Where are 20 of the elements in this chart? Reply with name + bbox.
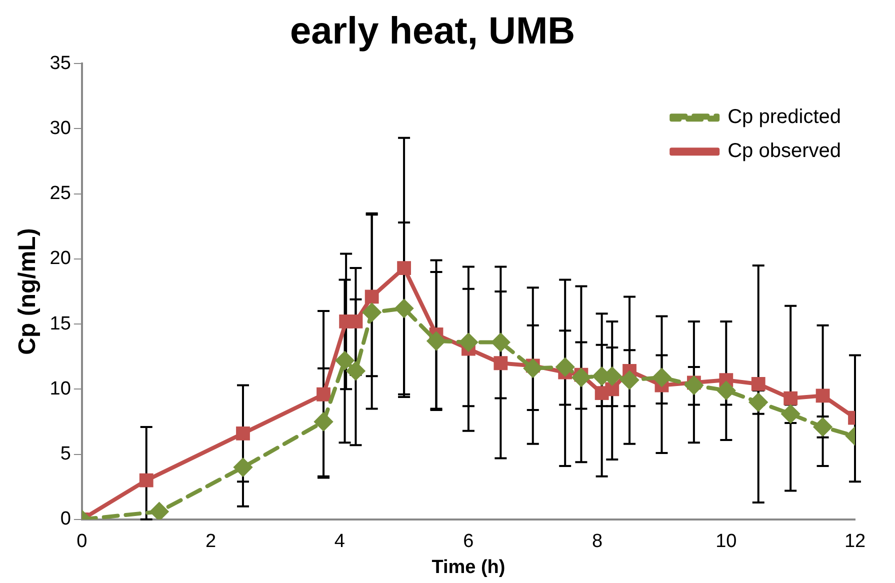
y-tick-label: 20 xyxy=(50,248,71,270)
y-tick-label: 5 xyxy=(60,444,71,465)
legend-label: Cp observed xyxy=(728,140,842,162)
x-tick-label: 4 xyxy=(334,531,346,552)
x-tick-label: 0 xyxy=(76,531,88,552)
x-tick-label: 2 xyxy=(205,531,216,552)
x-tick-label: 8 xyxy=(592,531,603,552)
y-tick-label: 35 xyxy=(50,52,71,74)
x-tick-label: 12 xyxy=(844,531,866,552)
x-tick-label: 10 xyxy=(716,531,737,552)
y-tick-label: 10 xyxy=(50,378,71,400)
y-tick-label: 25 xyxy=(50,183,71,204)
y-tick-label: 0 xyxy=(60,508,71,530)
y-tick-label: 15 xyxy=(50,313,71,334)
x-tick-label: 6 xyxy=(463,531,474,552)
x-axis-title: Time (h) xyxy=(432,556,506,578)
y-axis-title: Cp (ng/mL) xyxy=(14,228,42,355)
chart-title: early heat, UMB xyxy=(290,10,576,52)
y-tick-label: 30 xyxy=(50,118,71,139)
legend-label: Cp predicted xyxy=(728,106,842,128)
